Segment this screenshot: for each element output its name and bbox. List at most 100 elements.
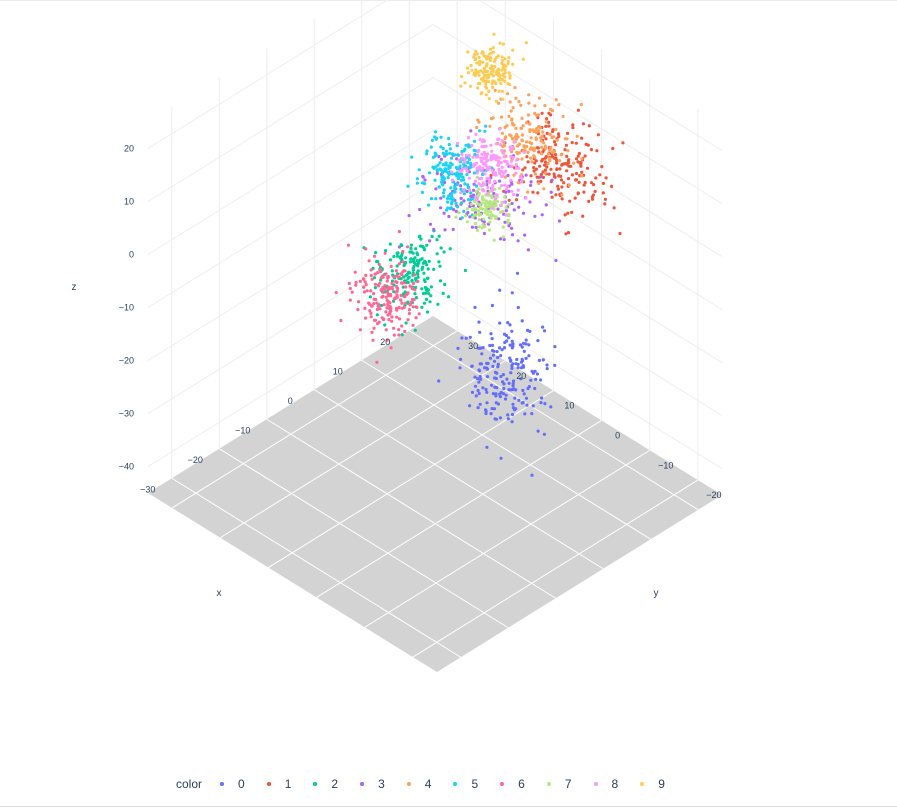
data-point[interactable] — [533, 214, 537, 218]
data-point[interactable] — [395, 251, 399, 255]
data-point[interactable] — [380, 316, 384, 320]
data-point[interactable] — [478, 330, 482, 334]
data-point[interactable] — [545, 131, 549, 135]
data-point[interactable] — [502, 200, 506, 204]
data-point[interactable] — [474, 225, 478, 229]
data-point[interactable] — [378, 307, 382, 311]
data-point[interactable] — [537, 358, 542, 362]
data-point[interactable] — [560, 197, 564, 201]
data-point[interactable] — [501, 72, 505, 76]
data-point[interactable] — [464, 164, 468, 168]
data-point[interactable] — [508, 356, 512, 360]
data-point[interactable] — [412, 297, 416, 302]
data-point[interactable] — [466, 71, 471, 75]
data-point[interactable] — [479, 92, 483, 96]
data-point[interactable] — [472, 139, 477, 143]
data-point[interactable] — [441, 146, 445, 151]
data-point[interactable] — [381, 275, 385, 279]
data-point[interactable] — [527, 354, 531, 358]
data-point[interactable] — [482, 231, 486, 236]
data-point[interactable] — [369, 311, 373, 315]
data-point[interactable] — [482, 162, 486, 166]
data-point[interactable] — [519, 180, 524, 184]
data-point[interactable] — [407, 270, 411, 274]
data-point[interactable] — [447, 136, 451, 141]
data-point[interactable] — [389, 306, 393, 310]
data-point[interactable] — [501, 209, 505, 213]
data-point[interactable] — [519, 377, 523, 381]
data-point[interactable] — [520, 345, 524, 349]
data-point[interactable] — [395, 315, 399, 319]
data-point[interactable] — [498, 179, 502, 183]
data-point[interactable] — [603, 202, 607, 206]
data-point[interactable] — [484, 411, 488, 416]
data-point[interactable] — [460, 201, 464, 205]
data-point[interactable] — [490, 149, 494, 153]
data-point[interactable] — [506, 82, 510, 86]
data-point[interactable] — [474, 68, 478, 72]
data-point[interactable] — [556, 132, 561, 136]
data-point[interactable] — [399, 272, 403, 276]
data-point[interactable] — [389, 294, 393, 298]
data-point[interactable] — [407, 275, 411, 279]
data-point[interactable] — [537, 150, 541, 154]
data-point[interactable] — [354, 280, 358, 284]
data-point[interactable] — [404, 256, 408, 260]
data-point[interactable] — [419, 237, 423, 241]
data-point[interactable] — [364, 247, 368, 251]
data-point[interactable] — [493, 64, 497, 69]
data-point[interactable] — [389, 346, 393, 350]
data-point[interactable] — [490, 337, 494, 341]
data-point[interactable] — [334, 291, 338, 295]
data-point[interactable] — [410, 155, 414, 159]
data-point[interactable] — [399, 298, 403, 302]
data-point[interactable] — [419, 244, 423, 248]
data-point[interactable] — [566, 149, 570, 153]
data-point[interactable] — [503, 63, 507, 67]
data-point[interactable] — [514, 407, 518, 411]
data-point[interactable] — [507, 336, 511, 340]
data-point[interactable] — [515, 193, 519, 197]
data-point[interactable] — [367, 259, 371, 263]
data-point[interactable] — [506, 321, 510, 325]
data-point[interactable] — [524, 342, 528, 346]
data-point[interactable] — [499, 203, 503, 207]
data-point[interactable] — [488, 52, 492, 56]
data-point[interactable] — [497, 78, 501, 82]
data-point[interactable] — [534, 167, 539, 171]
data-point[interactable] — [492, 59, 496, 64]
data-point[interactable] — [497, 346, 502, 350]
data-point[interactable] — [510, 201, 514, 206]
data-point[interactable] — [477, 187, 481, 191]
data-point[interactable] — [498, 143, 503, 147]
data-point[interactable] — [516, 135, 520, 139]
data-point[interactable] — [443, 152, 447, 157]
data-point[interactable] — [520, 138, 524, 142]
data-point[interactable] — [509, 371, 513, 375]
data-point[interactable] — [549, 167, 553, 171]
data-point[interactable] — [477, 380, 481, 384]
data-point[interactable] — [555, 161, 559, 165]
data-point[interactable] — [375, 259, 379, 264]
data-point[interactable] — [485, 54, 490, 59]
data-point[interactable] — [564, 232, 568, 236]
data-point[interactable] — [437, 379, 441, 383]
data-point[interactable] — [559, 153, 563, 157]
data-point[interactable] — [501, 380, 505, 384]
data-point[interactable] — [486, 177, 490, 181]
data-point[interactable] — [495, 199, 499, 203]
data-point[interactable] — [521, 401, 525, 405]
data-point[interactable] — [484, 387, 488, 392]
data-point[interactable] — [397, 245, 401, 249]
data-point[interactable] — [457, 158, 461, 162]
data-point[interactable] — [358, 279, 362, 283]
data-point[interactable] — [397, 333, 401, 337]
data-point[interactable] — [500, 115, 504, 119]
data-point[interactable] — [576, 108, 581, 112]
data-point[interactable] — [373, 272, 377, 276]
data-point[interactable] — [453, 153, 457, 157]
data-point[interactable] — [531, 190, 535, 194]
data-point[interactable] — [421, 291, 426, 296]
data-point[interactable] — [472, 53, 476, 57]
data-point[interactable] — [474, 394, 478, 398]
